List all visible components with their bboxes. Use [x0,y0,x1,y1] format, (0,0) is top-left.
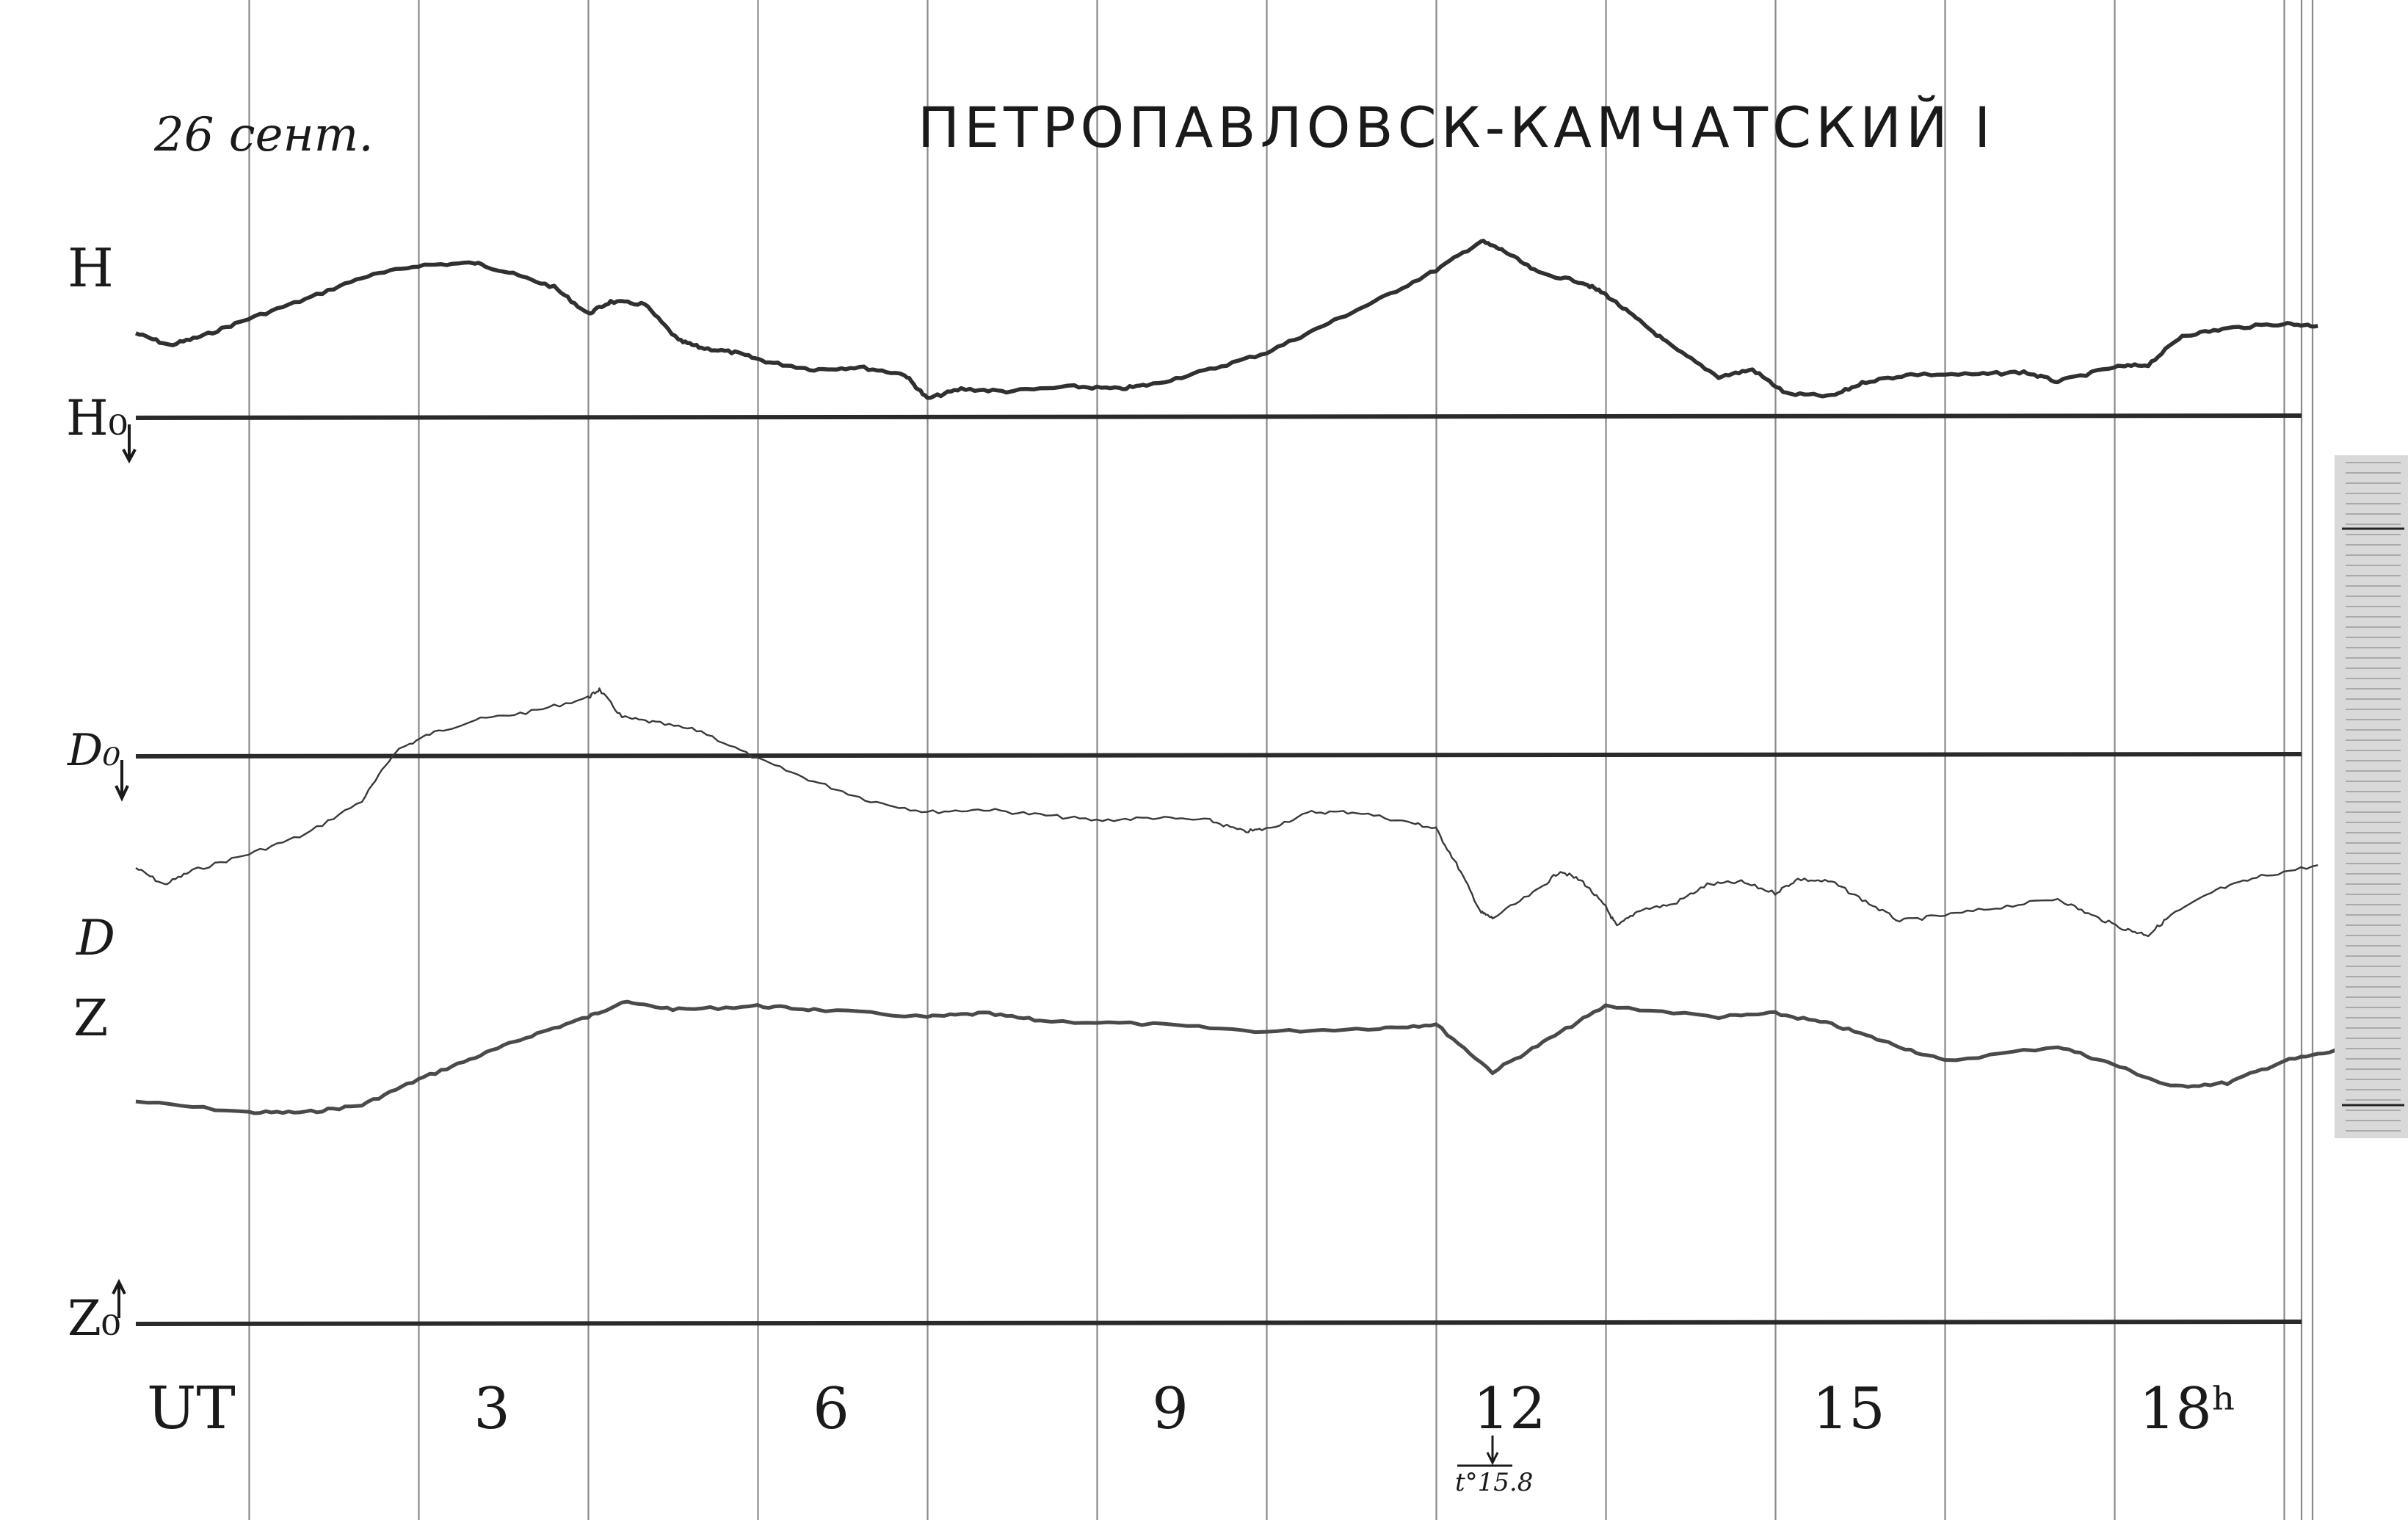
z-trace [135,999,2341,1115]
h0-arrow-icon [122,424,137,464]
x-tick-label: 3 [474,1376,510,1442]
d0-baseline [135,752,2302,759]
date-label: 26 сент. [153,108,374,162]
h-trace [134,239,2318,400]
x-tick-label: 6 [813,1376,849,1442]
x-axis-label: UT [147,1374,236,1442]
z0-arrow-icon [112,1278,126,1318]
d0-label: D₀ [67,725,120,776]
d-label: D [76,910,115,966]
z0-baseline [135,1320,2302,1326]
h-label: H [68,237,114,299]
scale-strip-bg [2335,455,2408,1138]
z-label: Z [73,990,108,1048]
hour-grid [248,0,2314,1520]
x-tick-label: 12 [1473,1376,1545,1442]
chart-title: ПЕТРОПАВЛОВСК-КАМЧАТСКИЙ I [918,94,1995,160]
x-tick-label: 9 [1152,1376,1189,1442]
h0-baseline [135,413,2302,420]
z0-label: Z₀ [68,1290,120,1347]
scale-strip-ticks [2346,462,2401,1132]
x-tick-labels: 3 6 9 12 15 18ʰ [474,1376,2236,1442]
temperature-annotation: t°15.8 [1455,1436,1533,1497]
x-tick-label: 15 [1812,1376,1885,1442]
annotation-arrow-icon [1486,1436,1499,1466]
d-trace [135,687,2318,938]
scale-strip [2335,455,2408,1138]
d0-arrow-icon [115,760,129,802]
h0-label: H₀ [66,390,128,446]
x-tick-label: 18ʰ [2139,1376,2237,1442]
annotation-text: t°15.8 [1455,1468,1533,1497]
